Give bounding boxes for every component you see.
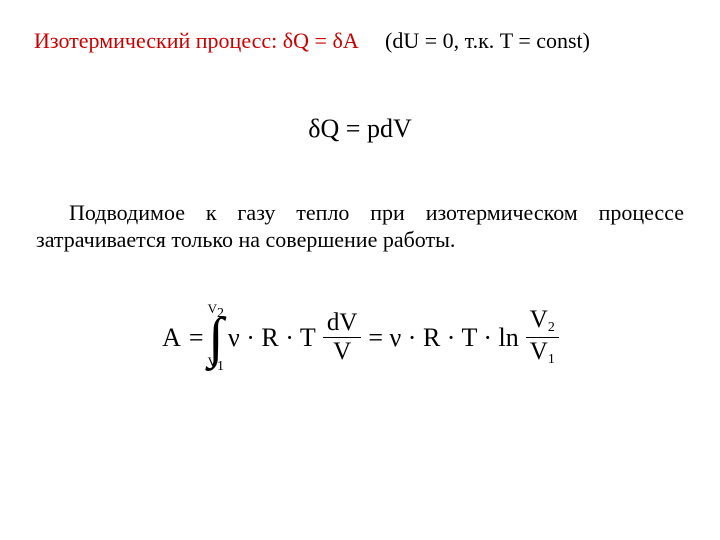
equation-2-block: A = V2 ∫ V1 ν · R · T dV V = ν · R · T ·… — [34, 302, 686, 374]
frac2-num-sub: 2 — [548, 320, 555, 335]
frac1-num: dV — [323, 310, 362, 336]
mid-expr: = ν · R · T · ln — [364, 323, 522, 353]
eq-lhs: δQ — [283, 28, 309, 53]
frac2-den-base: V — [530, 338, 548, 365]
int-glyph: ∫ — [208, 317, 223, 359]
eq-dq: δQ = δA — [283, 28, 363, 53]
equation-2: A = V2 ∫ V1 ν · R · T dV V = ν · R · T ·… — [158, 302, 562, 374]
equation-1-block: δQ = pdV — [34, 114, 686, 144]
integral-symbol: V2 ∫ V1 — [208, 302, 224, 374]
frac2-den: V1 — [526, 339, 559, 368]
frac1-den: V — [329, 339, 355, 365]
process-label: Изотермический процесс: — [34, 28, 277, 53]
int-lower-sub: 1 — [217, 359, 224, 374]
frac2-den-sub: 1 — [548, 352, 555, 367]
integrand-pre: ν · R · T — [224, 323, 320, 353]
int-lower: V1 — [208, 355, 224, 374]
fraction-dv-v: dV V — [323, 310, 362, 366]
int-lower-base: V — [208, 354, 217, 369]
equation-1: δQ = pdV — [308, 114, 411, 143]
sym-A: A — [158, 323, 185, 353]
sym-eq1: = — [185, 323, 208, 353]
condition-text: (dU = 0, т.к. T = const) — [385, 28, 590, 53]
body-paragraph: Подводимое к газу тепло при изотермическ… — [36, 200, 684, 254]
fraction-v2-v1: V2 V1 — [526, 307, 559, 367]
eq-sign: = — [309, 28, 332, 53]
frac2-num-base: V — [530, 306, 548, 333]
title-line: Изотермический процесс: δQ = δA (dU = 0,… — [34, 28, 686, 54]
frac2-num: V2 — [526, 307, 559, 336]
eq-rhs: δA — [332, 28, 357, 53]
